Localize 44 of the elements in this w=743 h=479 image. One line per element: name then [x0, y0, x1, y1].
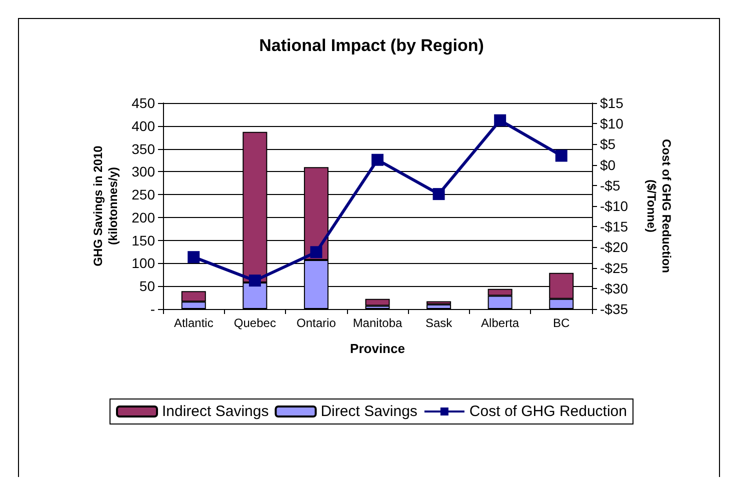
bar — [365, 298, 390, 306]
x-tick-label: Ontario — [296, 316, 336, 330]
y-tick-label: - — [150, 301, 156, 317]
y-tick-label: 450 — [132, 95, 156, 111]
point — [372, 154, 384, 166]
y2-tick-label: $0 — [600, 156, 616, 173]
x-tick-label: Atlantic — [174, 316, 214, 330]
y2-tick-label: $10 — [600, 116, 624, 132]
x-tick-label: BC — [553, 316, 570, 330]
point — [188, 251, 200, 264]
y2-tick-label: -$5 — [600, 177, 620, 194]
x-tick-label: Manitoba — [352, 316, 403, 330]
legend-label: Direct Savings — [320, 403, 418, 420]
legend-label: Cost of GHG Reduction — [469, 403, 628, 420]
y-tick-label: 50 — [139, 278, 156, 294]
y-tick-label: 350 — [132, 140, 156, 157]
point — [248, 274, 261, 287]
y-tick-label: 400 — [132, 118, 156, 134]
chart-title: National Impact (by Region) — [259, 36, 484, 55]
y2-tick-label: -$35 — [600, 301, 628, 317]
point — [555, 150, 568, 162]
x-tick-label: Sask — [425, 316, 454, 330]
y-tick-label: 150 — [132, 232, 156, 248]
x-tick-label: Quebec — [234, 316, 276, 330]
x-axis-title: Province — [350, 341, 405, 356]
y2-tick-label: -$20 — [600, 239, 628, 256]
y-tick-label: 250 — [132, 186, 156, 203]
point — [310, 246, 322, 258]
bar — [426, 304, 452, 309]
y-tick-label: 100 — [132, 255, 156, 272]
y2-tick-label: -$10 — [600, 198, 628, 214]
y2-tick-label: $5 — [600, 136, 616, 152]
point — [494, 114, 506, 126]
y-tick-label: 300 — [132, 164, 156, 180]
legend-label: Indirect Savings — [162, 403, 269, 420]
y2-tick-label: -$30 — [600, 280, 628, 296]
y2-tick-label: -$25 — [600, 260, 628, 276]
y2-axis-title: Cost of GHG Reduction ($/Tonne) — [644, 139, 674, 273]
y-axis-title: GHG Savings in 2010 (kilotonnes/y) — [91, 145, 120, 266]
x-tick-label: Alberta — [481, 316, 520, 330]
y-tick-label: 200 — [132, 209, 156, 226]
y2-tick-label: -$15 — [600, 218, 628, 235]
point — [432, 188, 445, 200]
y2-tick-label: $15 — [600, 95, 624, 111]
